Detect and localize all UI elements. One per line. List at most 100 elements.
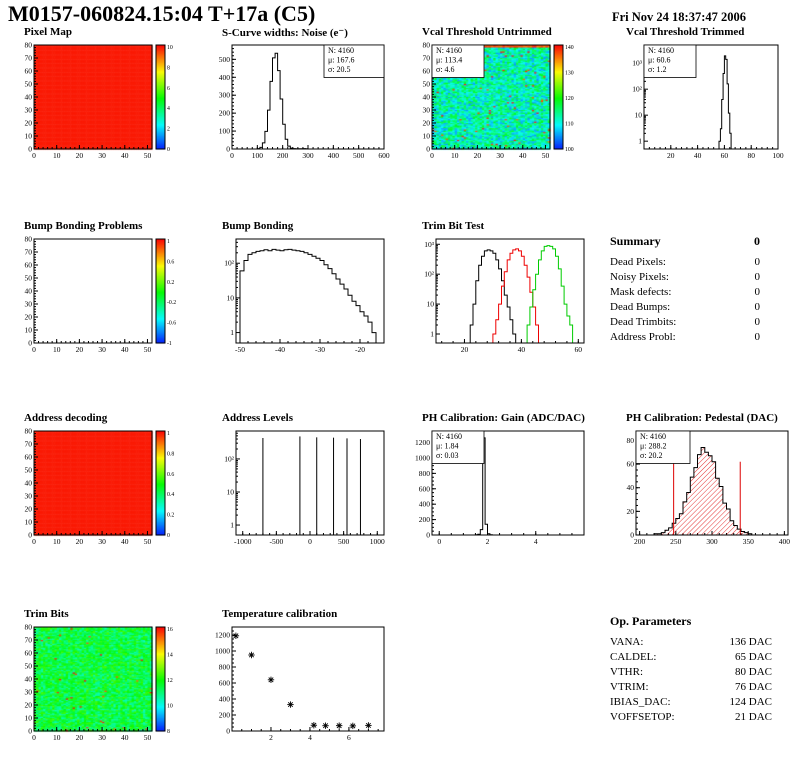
svg-text:20: 20 xyxy=(25,701,33,710)
svg-text:400: 400 xyxy=(328,151,340,160)
svg-text:40: 40 xyxy=(25,287,33,296)
summary-header: Summary 0 xyxy=(610,234,760,249)
svg-text:-30: -30 xyxy=(315,345,325,354)
svg-text:30: 30 xyxy=(25,688,33,697)
svg-text:6: 6 xyxy=(167,86,170,92)
svg-text:50: 50 xyxy=(25,662,33,671)
svg-text:60: 60 xyxy=(575,345,583,354)
svg-text:-1000: -1000 xyxy=(234,537,252,546)
svg-text:-1: -1 xyxy=(167,341,172,347)
vcal-untrimmed-title: Vcal Threshold Untrimmed xyxy=(422,26,552,38)
svg-text:200: 200 xyxy=(277,151,289,160)
svg-text:10: 10 xyxy=(53,151,61,160)
svg-text:50: 50 xyxy=(144,537,152,546)
svg-text:1: 1 xyxy=(638,137,642,146)
svg-text:40: 40 xyxy=(25,479,33,488)
vcal-untrimmed-plot: 140 130 120 110 100 0 10 20 30 40 50 0 10 20 30 40 50 60 7… xyxy=(423,42,574,160)
summary-row: Dead Trimbits: 0 xyxy=(610,315,760,330)
bump-bonding-plot: -50 -40 -30 -20 1 10 10² xyxy=(224,238,385,354)
svg-text:50: 50 xyxy=(25,80,33,89)
svg-text:1000: 1000 xyxy=(415,453,430,462)
svg-text:0: 0 xyxy=(28,145,32,154)
svg-text:N: 4160: N: 4160 xyxy=(328,46,354,55)
temp-cal-plot: 2 4 6 0 200 400 600 800 1000 1200 xyxy=(215,626,385,742)
panel-scurve-noise: S-Curve widths: Noise (e⁻) 0 100 200 300 400… xyxy=(206,26,402,170)
svg-text:1000: 1000 xyxy=(370,537,385,546)
svg-text:0: 0 xyxy=(230,151,234,160)
svg-text:10: 10 xyxy=(635,111,643,120)
svg-text:30: 30 xyxy=(98,345,106,354)
svg-text:800: 800 xyxy=(219,663,231,672)
svg-text:8: 8 xyxy=(167,65,170,71)
trim-bit-test-title: Trim Bit Test xyxy=(422,220,485,232)
svg-text:40: 40 xyxy=(25,93,33,102)
svg-text:300: 300 xyxy=(302,151,314,160)
svg-text:50: 50 xyxy=(25,466,33,475)
svg-text:10: 10 xyxy=(53,345,61,354)
svg-text:10: 10 xyxy=(423,132,431,141)
svg-text:10: 10 xyxy=(227,487,235,496)
svg-text:0: 0 xyxy=(28,339,32,348)
svg-text:2: 2 xyxy=(269,733,273,742)
address-decoding-title: Address decoding xyxy=(24,412,108,424)
svg-text:30: 30 xyxy=(98,733,106,742)
svg-text:0: 0 xyxy=(426,145,430,154)
svg-text:0.6: 0.6 xyxy=(167,472,174,478)
summary-row-value: 0 xyxy=(754,286,761,298)
svg-text:0: 0 xyxy=(430,151,434,160)
svg-text:60: 60 xyxy=(721,151,729,160)
svg-text:40: 40 xyxy=(121,537,129,546)
svg-text:80: 80 xyxy=(25,428,33,436)
ph-pedestal-title: PH Calibration: Pedestal (DAC) xyxy=(626,412,778,424)
svg-text:-500: -500 xyxy=(269,537,283,546)
svg-text:10²: 10² xyxy=(224,259,235,268)
svg-text:6: 6 xyxy=(347,733,351,742)
svg-text:20: 20 xyxy=(76,151,84,160)
op-parameter-value: 65 DAC xyxy=(735,651,772,663)
svg-text:250: 250 xyxy=(670,537,682,546)
svg-text:20: 20 xyxy=(76,733,84,742)
temp-cal-chart: 2 4 6 0 200 400 600 800 1000 1200 xyxy=(206,624,402,752)
svg-text:40: 40 xyxy=(121,345,129,354)
address-decoding-plot: 10.80.60.40.200 10 20 30 40 50010203040506070… xyxy=(25,428,175,546)
svg-text:0.4: 0.4 xyxy=(167,492,174,498)
svg-text:0: 0 xyxy=(437,537,441,546)
summary-row-value: 0 xyxy=(754,301,761,313)
svg-text:30: 30 xyxy=(98,151,106,160)
scurve-noise-title: S-Curve widths: Noise (e⁻) xyxy=(222,27,348,39)
svg-text:20: 20 xyxy=(474,151,482,160)
op-parameter-label: VTHR: xyxy=(610,666,643,678)
panel-pixel-map: Pixel Map 10 8 6 4 2 0 0 10 20 30 40 50 0 10 20 30 40 50 6… xyxy=(8,26,204,170)
op-parameter-label: VANA: xyxy=(610,636,644,648)
svg-text:0.6: 0.6 xyxy=(167,259,174,265)
summary-row-value: 0 xyxy=(754,256,761,268)
svg-text:10: 10 xyxy=(53,733,61,742)
vcal-untrimmed-chart: 140 130 120 110 100 0 10 20 30 40 50 0 10 20 30 40 50 60 7… xyxy=(406,42,602,170)
svg-text:10: 10 xyxy=(25,714,33,723)
svg-text:60: 60 xyxy=(25,453,33,462)
svg-text:10: 10 xyxy=(25,518,33,527)
summary-total: 0 xyxy=(754,234,760,248)
svg-text:20: 20 xyxy=(627,507,635,516)
svg-text:80: 80 xyxy=(25,624,33,632)
svg-text:σ: 0.03: σ: 0.03 xyxy=(436,451,459,460)
svg-text:0: 0 xyxy=(167,147,170,153)
summary-row-label: Noisy Pixels: xyxy=(610,271,669,283)
svg-text:40: 40 xyxy=(519,151,527,160)
svg-text:10: 10 xyxy=(25,326,33,335)
panel-address-levels: Address Levels -1000 -500 0 500 1000 1 10 10² xyxy=(206,412,402,556)
svg-text:1200: 1200 xyxy=(415,438,430,447)
svg-text:70: 70 xyxy=(25,54,33,63)
svg-text:500: 500 xyxy=(353,151,365,160)
pixel-map-title: Pixel Map xyxy=(24,26,72,38)
svg-text:20: 20 xyxy=(76,345,84,354)
svg-text:300: 300 xyxy=(706,537,718,546)
svg-text:σ: 4.6: σ: 4.6 xyxy=(436,65,455,74)
svg-text:4: 4 xyxy=(534,537,538,546)
vcal-trimmed-title: Vcal Threshold Trimmed xyxy=(626,26,745,38)
svg-text:600: 600 xyxy=(419,484,431,493)
svg-text:20: 20 xyxy=(25,313,33,322)
svg-text:1: 1 xyxy=(167,239,170,245)
svg-text:N: 4160: N: 4160 xyxy=(436,46,462,55)
